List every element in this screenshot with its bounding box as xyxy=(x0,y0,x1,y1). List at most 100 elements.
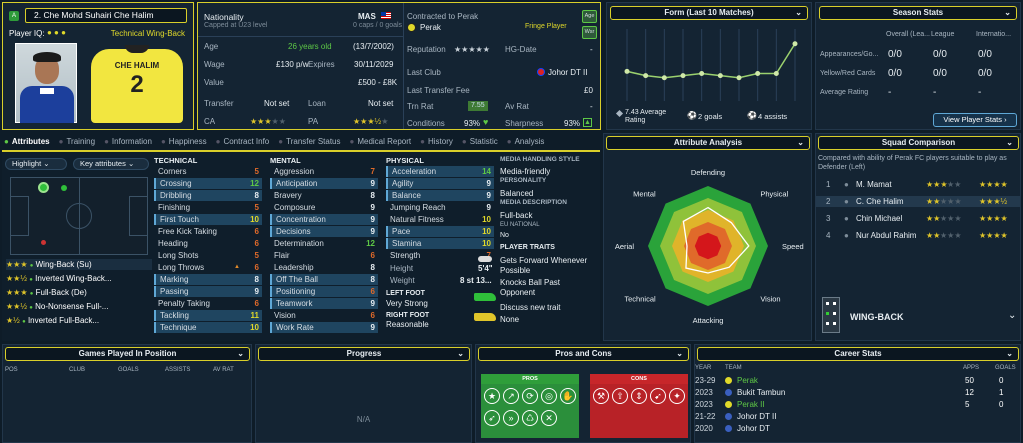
attribute-row[interactable]: Vision 6 xyxy=(270,310,378,321)
season-col-overall: Overall (Lea... xyxy=(886,31,930,38)
tab-analysis[interactable]: Analysis xyxy=(514,137,545,146)
sharpness-value: 93% xyxy=(564,119,581,128)
club-crest-icon xyxy=(725,377,732,384)
attribute-analysis-header[interactable]: Attribute Analysis ⌄ xyxy=(606,136,810,150)
attribute-row[interactable]: Off The Ball 8 xyxy=(270,274,378,285)
attribute-value: 12 xyxy=(366,239,375,248)
squad-row[interactable]: 3 ● Chin Michael ★★ ★★★ ★★★★ xyxy=(826,214,1008,223)
tab-happiness[interactable]: Happiness xyxy=(168,137,207,146)
squad-row[interactable]: 2 ● C. Che Halim ★★ ★★★ ★★★½ xyxy=(816,196,1020,207)
attribute-row[interactable]: Tackling 11 xyxy=(154,310,262,321)
age-button[interactable]: Age xyxy=(582,10,597,23)
career-row[interactable]: 2023 Bukit Tambun 12 1 xyxy=(695,387,1020,398)
attribute-row[interactable]: Bravery 8 xyxy=(270,190,378,201)
tab-medical-report[interactable]: Medical Report xyxy=(357,137,412,146)
squad-comparison-header[interactable]: Squad Comparison ⌄ xyxy=(818,136,1019,150)
chevron-down-icon[interactable]: ⌄ xyxy=(1008,310,1017,321)
games-played-header[interactable]: Games Played In Position ⌄ xyxy=(5,347,250,361)
career-col-apps: APPS xyxy=(963,365,980,371)
last-fee-value: £0 xyxy=(584,86,593,95)
position-row[interactable]: ★½ ● Inverted Full-Back... xyxy=(6,316,100,325)
attribute-row[interactable]: Work Rate 9 xyxy=(270,322,378,333)
attribute-row[interactable]: Agility 9 xyxy=(386,178,494,189)
height-label: Height xyxy=(390,264,414,273)
attribute-row[interactable]: Technique 10 xyxy=(154,322,262,333)
tab-contract-info[interactable]: Contract Info xyxy=(223,137,270,146)
attribute-row[interactable]: Composure 9 xyxy=(270,202,378,213)
highlight-dropdown[interactable]: Highlight ⌄ xyxy=(5,158,67,170)
career-apps: 12 xyxy=(965,388,974,397)
key-attributes-dropdown[interactable]: Key attributes ⌄ xyxy=(73,158,149,170)
attribute-row[interactable]: Corners 5 xyxy=(154,166,262,177)
discuss-trait-link[interactable]: Discuss new trait xyxy=(500,303,561,312)
attribute-row[interactable]: Dribbling 8 xyxy=(154,190,262,201)
radar-label: Speed xyxy=(782,242,804,251)
attribute-row[interactable]: Leadership 8 xyxy=(270,262,378,273)
attribute-row[interactable]: Aggression 7 xyxy=(270,166,378,177)
tab-statistic[interactable]: Statistic xyxy=(469,137,498,146)
position-row[interactable]: ★★½ ● Inverted Wing-Back... xyxy=(6,274,112,283)
right-foot-label: RIGHT FOOT xyxy=(386,312,430,319)
progress-header[interactable]: Progress ⌄ xyxy=(258,347,470,361)
form-header[interactable]: Form (Last 10 Matches) ⌄ xyxy=(610,6,808,20)
attribute-row[interactable]: Determination 12 xyxy=(270,238,378,249)
attribute-row[interactable]: Concentration 9 xyxy=(270,214,378,225)
attribute-row[interactable]: Acceleration 14 xyxy=(386,166,494,177)
career-row[interactable]: 23-29 Perak 50 0 xyxy=(695,375,1020,386)
attribute-row[interactable]: Anticipation 9 xyxy=(270,178,378,189)
cons-label: CONS xyxy=(590,374,688,384)
position-row[interactable]: ★★★ ● Full-Back (De) xyxy=(6,288,87,297)
attribute-row[interactable]: Flair 6 xyxy=(270,250,378,261)
player-name-bar[interactable]: 2. Che Mohd Suhairi Che Halim xyxy=(25,8,187,23)
player-iq-label: Player IQ: xyxy=(9,29,45,38)
attribute-row[interactable]: Balance 9 xyxy=(386,190,494,201)
season-cell: 0/0 xyxy=(978,49,992,60)
attribute-row[interactable]: Positioning 6 xyxy=(270,286,378,297)
career-row[interactable]: 2023 Perak II 5 0 xyxy=(695,399,1020,410)
attribute-row[interactable]: Teamwork 9 xyxy=(270,298,378,309)
pros-cons-header[interactable]: Pros and Cons ⌄ xyxy=(478,347,689,361)
view-player-stats-button[interactable]: View Player Stats › xyxy=(933,113,1017,127)
attribute-row[interactable]: Jumping Reach 9 xyxy=(386,202,494,213)
attribute-name: Composure xyxy=(274,203,316,212)
attribute-row[interactable]: Passing 9 xyxy=(154,286,262,297)
position-row[interactable]: ★★★ ● Wing-Back (Su) xyxy=(6,259,152,270)
position-row[interactable]: ★★½ ● No-Nonsense Full-... xyxy=(6,302,109,311)
attribute-row[interactable]: Heading 6 xyxy=(154,238,262,249)
attribute-row[interactable]: Free Kick Taking 6 xyxy=(154,226,262,237)
squad-row[interactable]: 1 ● M. Mamat ★★★ ★★ ★★★★ xyxy=(826,180,1008,189)
squad-row[interactable]: 4 ● Nur Abdul Rahim ★★ ★★★ ★★★★ xyxy=(826,231,1008,240)
value-label: Value xyxy=(204,78,224,87)
shot-icon: ➹ xyxy=(650,388,666,404)
strength-icon: ⚒ xyxy=(593,388,609,404)
attribute-row[interactable]: Crossing 12 xyxy=(154,178,262,189)
position-marker xyxy=(41,240,46,245)
attribute-row[interactable]: Decisions 9 xyxy=(270,226,378,237)
attribute-row[interactable]: Stamina 10 xyxy=(386,238,494,249)
tab-transfer-status[interactable]: Transfer Status xyxy=(286,137,341,146)
career-row[interactable]: 2020 Johor DT xyxy=(695,423,1020,434)
tab-attributes[interactable]: Attributes xyxy=(11,137,50,146)
weight-label: Weight xyxy=(390,276,415,285)
attribute-row[interactable]: Long Throws 6 ▲ xyxy=(154,262,262,273)
attribute-row[interactable]: Strength 7 xyxy=(386,250,494,261)
attribute-row[interactable]: Marking 8 xyxy=(154,274,262,285)
attribute-row[interactable]: Finishing 5 xyxy=(154,202,262,213)
season-stats-header[interactable]: Season Stats ⌄ xyxy=(819,6,1017,20)
attribute-value: 5 xyxy=(254,203,259,212)
form-point xyxy=(624,68,630,74)
wsr-button[interactable]: Wsr xyxy=(582,26,597,39)
attribute-row[interactable]: Long Shots 5 xyxy=(154,250,262,261)
career-row[interactable]: 21-22 Johor DT II xyxy=(695,411,1020,422)
tab-training[interactable]: Training xyxy=(66,137,96,146)
attribute-row[interactable]: First Touch 10 xyxy=(154,214,262,225)
form-point xyxy=(661,75,667,81)
tab-information[interactable]: Information xyxy=(111,137,152,146)
attribute-row[interactable]: Pace 10 xyxy=(386,226,494,237)
career-stats-header[interactable]: Career Stats ⌄ xyxy=(697,347,1019,361)
career-goals: 0 xyxy=(999,400,1004,409)
attribute-row[interactable]: Natural Fitness 10 xyxy=(386,214,494,225)
tab-history[interactable]: History xyxy=(428,137,453,146)
attribute-name: Determination xyxy=(274,239,324,248)
attribute-row[interactable]: Penalty Taking 6 xyxy=(154,298,262,309)
